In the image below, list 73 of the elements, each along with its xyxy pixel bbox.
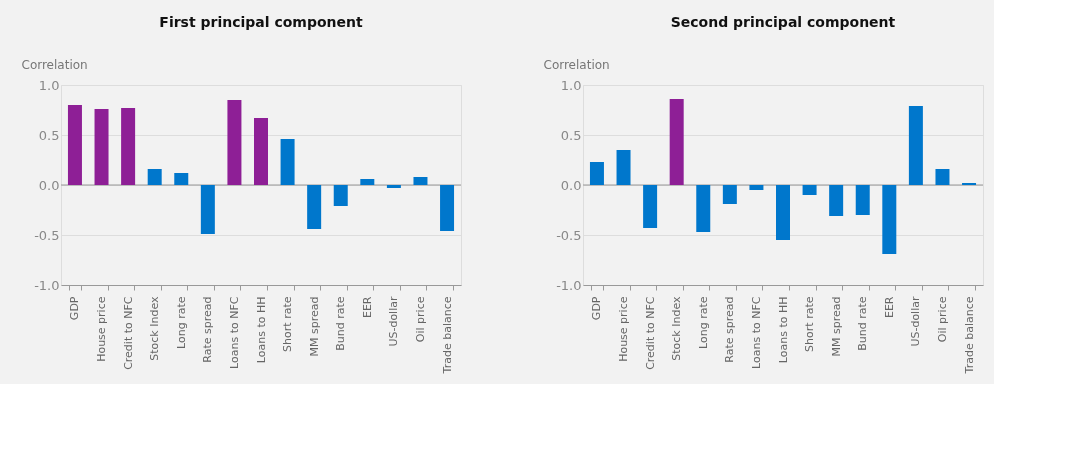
x-tick-label: Trade balance (440, 296, 454, 375)
bar (935, 169, 950, 185)
y-tick-label: 1.0 (38, 77, 60, 93)
y-tick-label: 0.0 (560, 177, 582, 193)
y-tick-label: -1.0 (34, 277, 60, 293)
x-tick-label: Stock Index (148, 296, 162, 361)
y-tick-label: -1.0 (556, 277, 582, 293)
bar (829, 185, 844, 216)
x-tick-label: US-dollar (909, 296, 923, 347)
y-tick-label: -0.5 (556, 227, 582, 243)
x-tick-label: MM spread (829, 296, 843, 357)
chart-title: Second principal component (670, 14, 896, 30)
bar (307, 185, 322, 229)
bar (200, 185, 215, 234)
x-tick-label: House price (617, 296, 631, 362)
x-tick-label: Loans to HH (254, 296, 268, 364)
bar (254, 118, 268, 185)
x-tick-label: Bund rate (334, 296, 348, 351)
x-tick-label: Loans to NFC (227, 296, 241, 369)
x-tick-label: Oil price (413, 296, 427, 343)
bar (882, 185, 897, 254)
bar (67, 105, 82, 185)
bar (908, 106, 923, 185)
bar (776, 185, 790, 240)
x-tick-label: US-dollar (387, 296, 401, 347)
y-tick-label: 0.5 (38, 127, 60, 143)
bar (360, 179, 375, 185)
bar (121, 108, 136, 185)
x-tick-label: Credit to NFC (121, 296, 135, 370)
x-tick-label: Bund rate (856, 296, 870, 351)
bar (722, 185, 737, 204)
bar (616, 150, 631, 185)
y-axis-title: Correlation (543, 57, 610, 72)
x-tick-label: Oil price (935, 296, 949, 343)
x-tick-label: Loans to HH (776, 296, 790, 364)
x-tick-label: Long rate (696, 296, 710, 349)
bar (147, 169, 162, 185)
chart-title: First principal component (159, 14, 363, 30)
bar (227, 100, 242, 185)
bar (589, 162, 604, 185)
x-tick-label: Trade balance (962, 296, 976, 375)
x-tick-label: House price (95, 296, 109, 362)
x-tick-label: EER (882, 296, 896, 319)
x-tick-label: EER (360, 296, 374, 319)
bar (333, 185, 348, 206)
bar (174, 173, 189, 185)
y-tick-label: 0.0 (38, 177, 60, 193)
bar (386, 185, 401, 188)
y-tick-label: 1.0 (560, 77, 582, 93)
y-tick-label: -0.5 (34, 227, 60, 243)
x-tick-label: Credit to NFC (643, 296, 657, 370)
x-tick-label: Stock Index (670, 296, 684, 361)
bar (669, 99, 684, 185)
x-tick-label: Long rate (174, 296, 188, 349)
bar (280, 139, 295, 185)
bar (413, 177, 428, 185)
bar (94, 109, 109, 185)
x-tick-label: Rate spread (201, 296, 215, 363)
bar (855, 185, 870, 215)
bar (440, 185, 455, 231)
bar (802, 185, 817, 195)
y-tick-label: 0.5 (560, 127, 582, 143)
x-tick-label: Short rate (803, 296, 817, 352)
y-axis-title: Correlation (21, 57, 88, 72)
x-tick-label: Loans to NFC (749, 296, 763, 369)
bar (643, 185, 658, 228)
bar (749, 185, 764, 190)
x-tick-label: MM spread (307, 296, 321, 357)
x-tick-label: Short rate (281, 296, 295, 352)
x-tick-label: GDP (590, 296, 604, 321)
x-tick-label: GDP (68, 296, 82, 321)
x-tick-label: Rate spread (723, 296, 737, 363)
bar (696, 185, 711, 232)
